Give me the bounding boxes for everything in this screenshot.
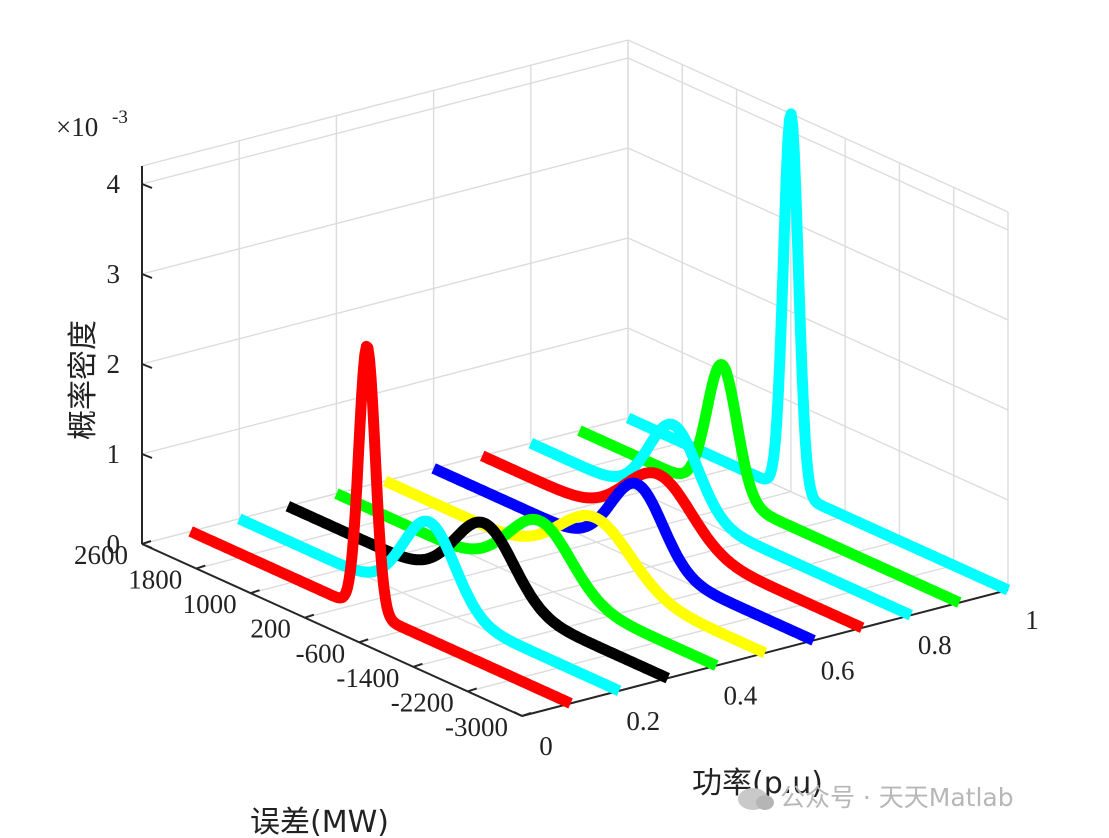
grid-line bbox=[413, 540, 900, 668]
series-line-power-0.1 bbox=[186, 340, 575, 709]
x-tick-label: 1800 bbox=[128, 565, 182, 595]
grid-line bbox=[627, 327, 1009, 501]
grid-line bbox=[627, 39, 1009, 213]
z-axis-label: 概率密度 bbox=[66, 320, 101, 440]
x-tick bbox=[413, 662, 423, 668]
grid-line bbox=[141, 237, 629, 365]
series-line-power-0.7 bbox=[478, 450, 867, 633]
grid-line bbox=[627, 147, 1009, 321]
z-exponent-label: ×10 bbox=[56, 112, 98, 142]
grid-line bbox=[141, 57, 629, 185]
grid-line bbox=[141, 147, 629, 275]
series-line-power-0.2 bbox=[235, 513, 624, 696]
grid-line bbox=[141, 39, 629, 167]
series-line-power-0.4 bbox=[332, 488, 721, 671]
y-tick bbox=[513, 711, 523, 717]
y-tick-label: 1 bbox=[1025, 605, 1039, 635]
z-exponent-power: -3 bbox=[112, 107, 128, 128]
x-tick-label: 1000 bbox=[183, 589, 237, 619]
x-tick-label: -3000 bbox=[445, 712, 508, 742]
z-tick-label: 4 bbox=[107, 169, 121, 199]
x-tick bbox=[250, 589, 260, 595]
x-tick-label: -1400 bbox=[336, 663, 399, 693]
series-lines bbox=[186, 108, 1012, 709]
wechat-icon bbox=[738, 788, 774, 810]
z-tick bbox=[141, 273, 153, 279]
y-tick-label: 0.2 bbox=[626, 706, 660, 736]
z-tick-label: 2 bbox=[107, 349, 121, 379]
x-tick bbox=[195, 564, 206, 570]
series-line-power-0.8 bbox=[526, 418, 915, 621]
z-tick bbox=[141, 453, 153, 459]
grid-line bbox=[358, 515, 846, 643]
x-axis-line bbox=[141, 543, 523, 717]
x-tick-label: 2600 bbox=[74, 540, 128, 570]
z-tick bbox=[141, 363, 153, 369]
z-tick-label: 1 bbox=[107, 439, 121, 469]
grid-line bbox=[141, 327, 629, 455]
y-tick-label: 0.8 bbox=[918, 630, 952, 660]
y-tick-label: 0 bbox=[539, 731, 553, 761]
y-tick-label: 0.6 bbox=[821, 655, 855, 685]
axes bbox=[141, 166, 1009, 717]
x-tick bbox=[304, 613, 315, 619]
x-tick-label: 200 bbox=[250, 614, 291, 644]
z-tick-label: 3 bbox=[107, 259, 121, 289]
x-tick-label: -600 bbox=[296, 638, 346, 668]
x-tick-label: -2200 bbox=[391, 687, 454, 717]
grid-line bbox=[627, 57, 1009, 231]
z-tick-label: 0 bbox=[107, 529, 121, 559]
y-tick-label: 0.4 bbox=[724, 681, 758, 711]
x-axis-label: 误差(MW) bbox=[250, 805, 389, 838]
z-tick bbox=[141, 183, 153, 189]
watermark-text: 公众号 · 天天Matlab bbox=[779, 783, 1014, 812]
x-tick bbox=[521, 712, 532, 717]
x-tick bbox=[141, 540, 152, 545]
series-line-power-0.5 bbox=[381, 475, 769, 659]
watermark: 公众号 · 天天Matlab bbox=[738, 778, 1014, 814]
grid-line bbox=[627, 237, 1009, 411]
z-tick bbox=[141, 543, 153, 549]
x-tick bbox=[358, 638, 369, 644]
x-tick bbox=[467, 687, 478, 693]
series-line-power-0.6 bbox=[429, 463, 818, 646]
